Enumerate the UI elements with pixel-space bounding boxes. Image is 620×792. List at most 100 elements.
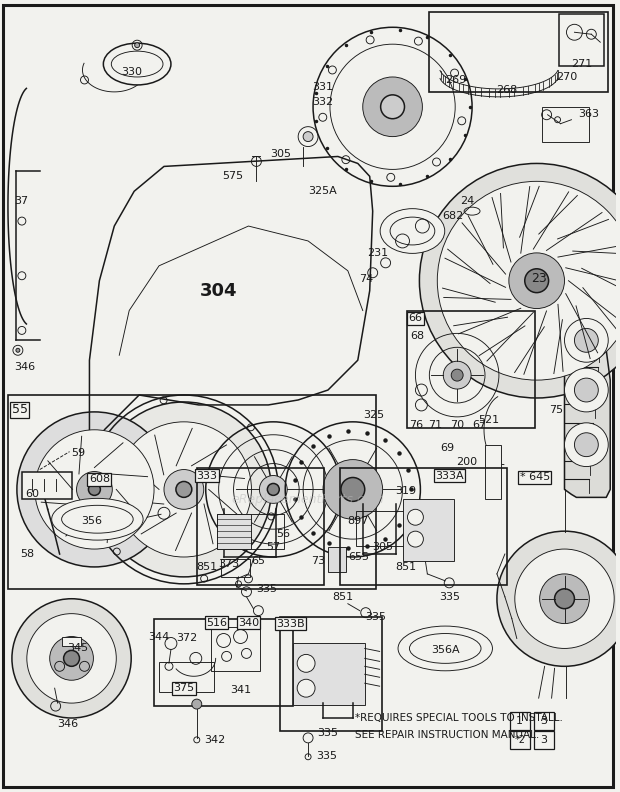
Circle shape <box>525 268 549 292</box>
Text: 341: 341 <box>230 685 251 695</box>
Text: 346: 346 <box>57 719 78 729</box>
Text: 37: 37 <box>14 196 28 206</box>
Bar <box>534 712 554 730</box>
Text: 58: 58 <box>20 549 34 559</box>
Circle shape <box>451 369 463 381</box>
Text: 335: 335 <box>316 751 337 761</box>
Text: 268: 268 <box>496 85 518 95</box>
Bar <box>402 500 454 561</box>
Circle shape <box>539 574 590 623</box>
Bar <box>485 444 501 500</box>
Circle shape <box>381 95 404 119</box>
Text: 333: 333 <box>196 470 217 481</box>
Circle shape <box>564 318 608 362</box>
Circle shape <box>259 475 287 504</box>
Text: 319: 319 <box>395 486 416 497</box>
Ellipse shape <box>61 505 133 533</box>
Circle shape <box>363 77 422 136</box>
Text: 375: 375 <box>174 683 195 693</box>
Circle shape <box>16 348 20 352</box>
Bar <box>61 637 81 646</box>
Circle shape <box>575 432 598 457</box>
Bar <box>340 467 507 584</box>
Text: 24: 24 <box>460 196 474 206</box>
Text: 332: 332 <box>312 97 333 107</box>
Text: 67: 67 <box>472 420 486 430</box>
Text: *REQUIRES SPECIAL TOOLS TO INSTALL.: *REQUIRES SPECIAL TOOLS TO INSTALL. <box>355 713 563 723</box>
Circle shape <box>407 531 423 547</box>
Circle shape <box>297 654 315 672</box>
Circle shape <box>554 588 575 609</box>
Text: 74: 74 <box>358 274 373 284</box>
Text: 345: 345 <box>67 643 88 653</box>
Text: 60: 60 <box>25 489 39 500</box>
Circle shape <box>443 361 471 389</box>
Text: 363: 363 <box>578 109 600 119</box>
Text: 575: 575 <box>223 171 244 181</box>
Text: 356: 356 <box>81 516 102 526</box>
Circle shape <box>419 163 620 398</box>
Ellipse shape <box>380 208 445 253</box>
Text: 270: 270 <box>556 72 577 82</box>
Circle shape <box>17 412 172 567</box>
Circle shape <box>89 483 100 495</box>
Circle shape <box>192 699 202 709</box>
Text: 608: 608 <box>89 474 110 485</box>
Ellipse shape <box>112 51 163 77</box>
Bar <box>22 471 71 500</box>
Circle shape <box>64 650 79 666</box>
Text: 335: 335 <box>317 728 339 738</box>
Circle shape <box>497 531 620 666</box>
Text: 325: 325 <box>363 410 384 420</box>
Circle shape <box>515 549 614 649</box>
Text: 200: 200 <box>456 457 477 466</box>
Circle shape <box>76 471 112 508</box>
Ellipse shape <box>51 498 143 540</box>
Ellipse shape <box>409 634 481 664</box>
Text: 516: 516 <box>206 618 227 627</box>
Bar <box>429 13 608 92</box>
Ellipse shape <box>104 44 171 85</box>
Text: 65: 65 <box>251 556 265 566</box>
Text: 335: 335 <box>439 592 459 602</box>
Circle shape <box>564 368 608 412</box>
Text: 69: 69 <box>440 443 454 453</box>
Bar <box>197 467 324 584</box>
Circle shape <box>323 459 383 520</box>
Circle shape <box>12 599 131 718</box>
Text: 851: 851 <box>196 562 217 572</box>
Text: 269: 269 <box>445 75 466 85</box>
Text: * 645: * 645 <box>520 473 550 482</box>
Text: 1: 1 <box>516 716 523 726</box>
Bar <box>559 14 604 66</box>
Bar <box>216 514 252 549</box>
Text: 3: 3 <box>540 735 547 744</box>
Text: 346: 346 <box>14 362 35 372</box>
Text: SEE REPAIR INSTRUCTION MANUAL.: SEE REPAIR INSTRUCTION MANUAL. <box>355 730 539 740</box>
Text: 344: 344 <box>148 631 170 642</box>
Text: 851: 851 <box>332 592 353 602</box>
Circle shape <box>164 470 204 509</box>
Text: 356A: 356A <box>431 645 459 656</box>
Text: 271: 271 <box>571 59 592 69</box>
Text: 333B: 333B <box>276 619 304 629</box>
Circle shape <box>27 614 117 703</box>
Text: 340: 340 <box>238 618 259 627</box>
Text: 59: 59 <box>71 447 86 458</box>
Bar <box>280 617 382 731</box>
Polygon shape <box>564 280 610 497</box>
Text: 76: 76 <box>409 420 423 430</box>
Text: 75: 75 <box>549 405 564 415</box>
Text: 897: 897 <box>347 516 368 526</box>
Text: 655: 655 <box>348 552 369 562</box>
Bar <box>154 619 293 706</box>
Text: 57: 57 <box>266 542 280 552</box>
Bar <box>8 395 376 588</box>
Text: 70: 70 <box>450 420 464 430</box>
Circle shape <box>564 423 608 466</box>
Text: 372: 372 <box>176 634 197 643</box>
Ellipse shape <box>390 217 435 245</box>
Text: 330: 330 <box>122 67 143 77</box>
Circle shape <box>176 482 192 497</box>
Circle shape <box>509 253 564 309</box>
